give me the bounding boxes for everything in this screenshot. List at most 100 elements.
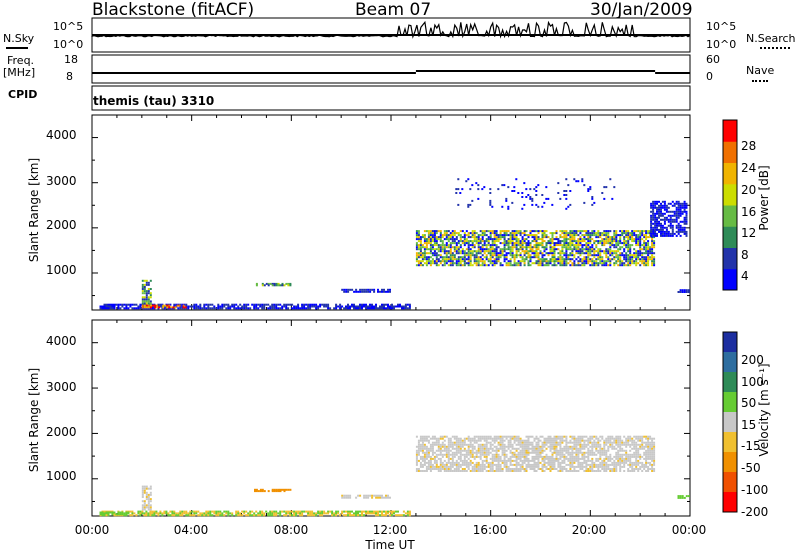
power-cell — [431, 230, 434, 233]
velocity-cell — [515, 455, 518, 458]
velocity-cell — [563, 435, 566, 438]
power-cell — [423, 256, 426, 259]
power-cell — [433, 238, 436, 241]
power-cell — [656, 216, 658, 219]
velocity-cell — [587, 451, 590, 454]
power-cell — [501, 252, 504, 255]
velocity-cell — [145, 498, 148, 501]
power-cell — [505, 240, 508, 243]
velocity-cell — [635, 461, 638, 464]
velocity-cell — [647, 443, 650, 446]
velocity-cell — [607, 441, 610, 444]
velocity-cell — [603, 439, 606, 442]
power-cell — [423, 234, 426, 237]
velocity-cell — [307, 510, 310, 513]
power-cell — [555, 258, 558, 261]
power-cell — [607, 264, 610, 267]
power-cell — [679, 212, 682, 215]
power-cell — [643, 258, 646, 261]
velocity-cell — [571, 455, 574, 458]
power-cell — [654, 230, 657, 233]
velocity-cell — [433, 457, 436, 460]
velocity-cell — [149, 510, 152, 513]
velocity-cell — [145, 504, 148, 507]
velocity-cell — [561, 455, 564, 458]
velocity-cell — [615, 465, 618, 468]
power-cell — [633, 262, 636, 265]
power-cell — [449, 254, 452, 257]
power-cell — [679, 210, 682, 213]
velocity-cell — [503, 443, 506, 446]
power-cell — [633, 256, 636, 259]
velocity-cell — [539, 455, 542, 458]
velocity-cell — [429, 457, 432, 460]
velocity-cell — [217, 514, 220, 517]
velocity-cell — [593, 441, 596, 444]
velocity-cell — [621, 439, 624, 442]
power-cell — [669, 214, 672, 217]
power-cell — [147, 298, 150, 301]
velocity-cell — [327, 512, 330, 515]
power-cell — [561, 246, 564, 249]
velocity-cell — [373, 494, 376, 497]
power-cell — [223, 305, 226, 308]
velocity-cell — [477, 435, 480, 438]
power-cell — [555, 238, 558, 241]
power-cell — [652, 202, 655, 205]
power-cell — [439, 250, 442, 253]
power-cell — [581, 244, 584, 247]
velocity-cell — [373, 510, 375, 513]
velocity-cell — [483, 447, 486, 450]
power-cell — [489, 244, 492, 247]
power-cell — [455, 188, 458, 191]
velocity-cell — [505, 463, 508, 466]
velocity-cell — [417, 449, 420, 452]
velocity-cell — [219, 510, 222, 513]
velocity-cell — [459, 449, 462, 452]
power-cell — [493, 252, 496, 255]
power-cell — [631, 258, 634, 261]
power-cell — [417, 238, 420, 241]
velocity-cell — [571, 465, 574, 468]
velocity-cell — [547, 461, 550, 464]
power-cell — [355, 307, 357, 310]
power-cell — [461, 236, 464, 239]
velocity-cell — [631, 447, 634, 450]
velocity-cell — [605, 439, 608, 442]
power-cell — [477, 236, 480, 239]
velocity-cell — [167, 512, 170, 515]
power-cell — [477, 262, 480, 265]
velocity-cell — [529, 441, 532, 444]
velocity-cell — [249, 514, 252, 517]
velocity-cell — [595, 457, 598, 460]
power-cell — [453, 238, 456, 241]
power-cell — [515, 252, 518, 255]
velocity-cell — [451, 457, 454, 460]
power-cell — [217, 303, 220, 306]
velocity-cell — [443, 449, 446, 452]
power-cell — [443, 244, 446, 247]
power-cell — [537, 236, 540, 239]
power-cell — [245, 303, 248, 306]
velocity-cell — [439, 447, 442, 450]
power-cell — [603, 230, 606, 233]
power-cell — [485, 244, 488, 247]
velocity-cell — [635, 463, 638, 466]
velocity-cell — [417, 451, 420, 454]
top-timeseries — [91, 20, 691, 74]
power-cell — [591, 262, 594, 265]
velocity-cell — [553, 443, 556, 446]
power-cell — [593, 260, 596, 263]
velocity-cell — [253, 514, 256, 517]
power-cell — [497, 188, 500, 191]
power-cell — [493, 230, 496, 233]
power-cell — [673, 218, 676, 221]
velocity-cell — [631, 465, 634, 468]
velocity-cell — [429, 461, 432, 464]
power-cell — [641, 256, 644, 259]
power-cell — [495, 262, 498, 265]
velocity-cell — [681, 496, 684, 499]
power-cell — [467, 250, 470, 253]
velocity-cell — [425, 449, 428, 452]
power-cell — [579, 230, 582, 233]
